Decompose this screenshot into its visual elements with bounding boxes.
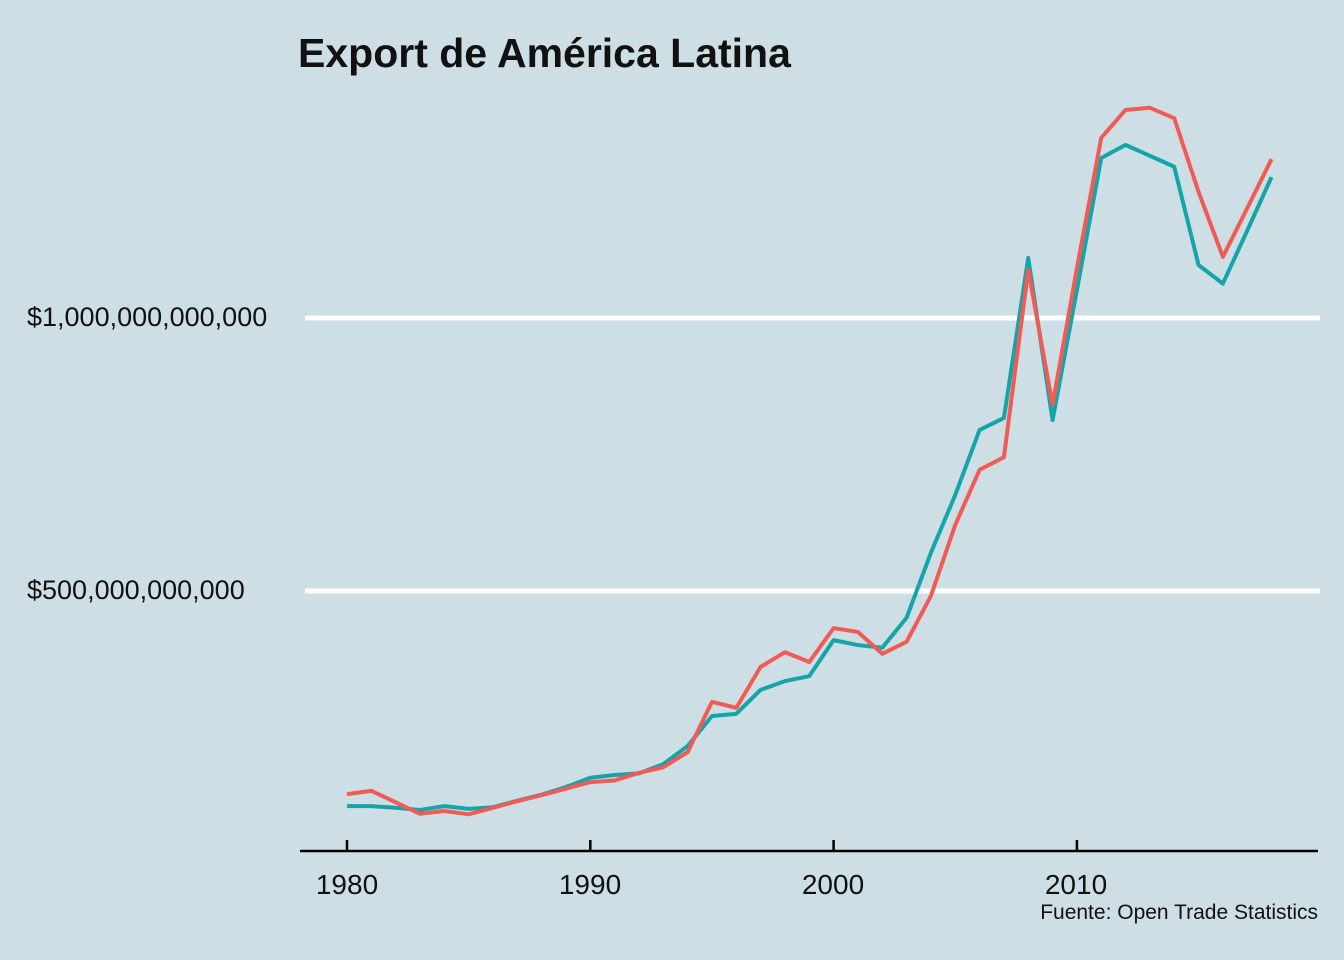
x-axis-tick-label-2000: 2000 (801, 869, 865, 900)
x-axis-tick-label-1980: 1980 (315, 869, 379, 900)
x-axis-tick-label-2010: 2010 (1044, 869, 1108, 900)
y-axis-tick-label-500b: $500,000,000,000 (27, 575, 245, 605)
y-axis-tick-label-1000b: $1,000,000,000,000 (27, 302, 268, 332)
source-caption: Fuente: Open Trade Statistics (1040, 901, 1318, 924)
series-line-red (346, 105, 1274, 817)
series-line-teal (347, 142, 1274, 812)
x-axis-tick-label-1990: 1990 (558, 869, 622, 900)
chart-title: Export de América Latina (298, 30, 791, 76)
